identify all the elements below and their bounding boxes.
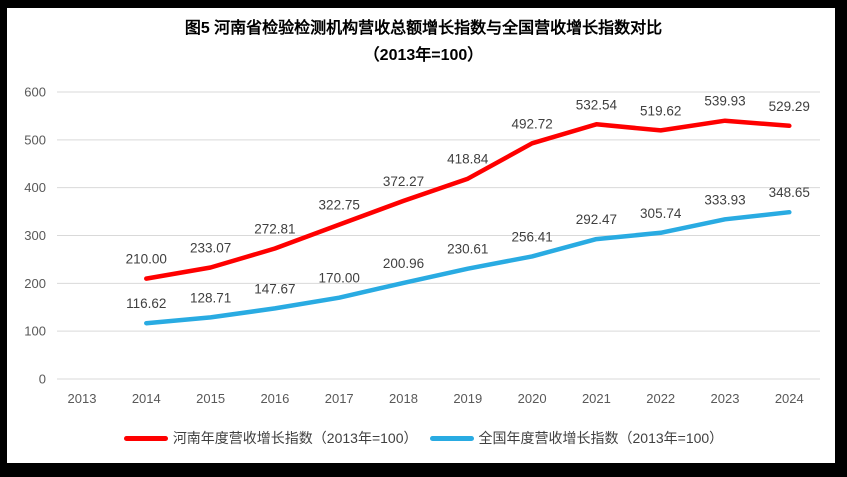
y-axis-tick-label: 500 (24, 132, 46, 147)
y-axis-tick-label: 300 (24, 228, 46, 243)
x-axis-tick-label: 2013 (68, 391, 97, 406)
data-label: 200.96 (383, 256, 424, 271)
x-axis-tick-label: 2017 (325, 391, 354, 406)
chart-legend: 河南年度营收增长指数（2013年=100） 全国年度营收增长指数（2013年=1… (0, 428, 847, 448)
data-label: 418.84 (447, 152, 489, 167)
legend-swatch-0 (123, 435, 168, 441)
data-label: 348.65 (769, 185, 810, 200)
data-label: 532.54 (576, 97, 618, 112)
x-axis-tick-label: 2023 (711, 391, 740, 406)
legend-item-0: 河南年度营收增长指数（2013年=100） (123, 428, 418, 448)
data-label: 529.29 (769, 99, 810, 114)
data-label: 210.00 (126, 252, 167, 267)
data-label: 305.74 (640, 206, 682, 221)
data-label: 292.47 (576, 212, 617, 227)
y-axis-tick-label: 200 (24, 276, 46, 291)
data-label: 128.71 (190, 290, 231, 305)
chart-title: 图5 河南省检验检测机构营收总额增长指数与全国营收增长指数对比 （2013年=1… (0, 15, 847, 69)
x-axis-tick-label: 2014 (132, 391, 161, 406)
data-label: 372.27 (383, 174, 424, 189)
legend-item-1: 全国年度营收增长指数（2013年=100） (429, 428, 724, 448)
y-axis-tick-label: 0 (39, 372, 46, 387)
x-axis-tick-label: 2018 (389, 391, 418, 406)
data-label: 519.62 (640, 103, 681, 118)
data-label: 333.93 (704, 192, 745, 207)
data-label: 539.93 (704, 94, 745, 109)
y-axis-tick-label: 600 (24, 85, 46, 100)
y-axis-tick-label: 100 (24, 324, 46, 339)
data-label: 116.62 (126, 296, 166, 311)
x-axis-tick-label: 2015 (196, 391, 225, 406)
data-label: 322.75 (319, 198, 360, 213)
chart-title-line1: 图5 河南省检验检测机构营收总额增长指数与全国营收增长指数对比 (184, 20, 663, 37)
x-axis-tick-label: 2020 (518, 391, 547, 406)
series-line-0 (144, 118, 792, 281)
x-axis-tick-label: 2016 (260, 391, 289, 406)
y-axis-tick-label: 400 (24, 180, 46, 195)
data-label: 492.72 (511, 116, 552, 131)
legend-swatch-1 (429, 435, 474, 441)
data-label: 256.41 (511, 229, 552, 244)
data-label: 230.61 (447, 242, 488, 257)
data-label: 233.07 (190, 241, 231, 256)
data-label: 272.81 (254, 222, 295, 237)
data-label: 147.67 (254, 281, 295, 296)
x-axis-tick-label: 2021 (582, 391, 611, 406)
x-axis-tick-label: 2019 (453, 391, 482, 406)
x-axis-tick-label: 2022 (646, 391, 675, 406)
legend-label-0: 河南年度营收增长指数（2013年=100） (172, 430, 418, 446)
x-axis-tick-label: 2024 (775, 391, 804, 406)
series-line-1 (144, 209, 792, 326)
chart-title-line2: （2013年=100） (363, 47, 484, 64)
legend-label-1: 全国年度营收增长指数（2013年=100） (478, 430, 724, 446)
data-label: 170.00 (319, 271, 360, 286)
